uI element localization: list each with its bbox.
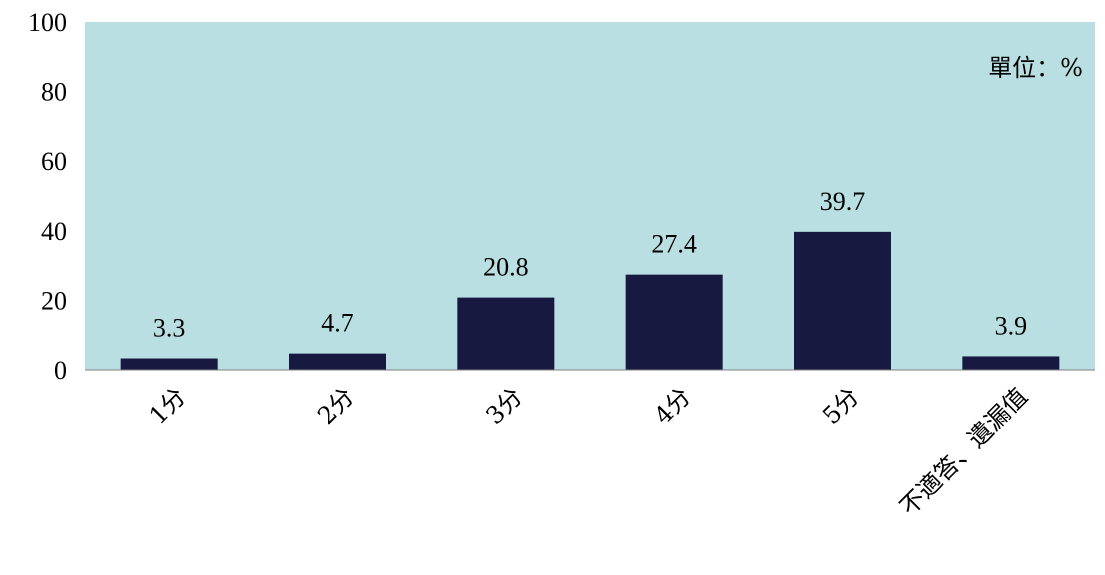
category-label: 3分	[481, 382, 529, 430]
bars	[120, 231, 1060, 370]
bar-value-label: 3.9	[995, 311, 1028, 340]
unit-note: 單位：%	[988, 54, 1083, 82]
category-label: 不適答、遺漏值	[894, 382, 1033, 521]
bar-value-label: 3.3	[153, 314, 186, 343]
bar	[120, 358, 218, 370]
bar	[962, 356, 1060, 370]
bar-value-label: 20.8	[483, 253, 529, 282]
y-tick-label: 80	[41, 78, 67, 107]
bar-value-label: 4.7	[321, 309, 354, 338]
bar	[457, 297, 555, 370]
y-tick-label: 60	[41, 147, 67, 176]
bar	[289, 353, 386, 370]
category-labels: 1分 2分 3分 4分 5分 不適答、遺漏值	[144, 382, 1033, 521]
bar	[794, 231, 891, 370]
data-labels: 3.3 4.7 20.8 27.4 39.7 3.9	[153, 187, 1027, 343]
bar	[625, 274, 723, 370]
category-label: 1分	[144, 382, 192, 430]
y-tick-label: 40	[41, 217, 67, 246]
y-tick-label: 100	[28, 8, 67, 37]
bar-value-label: 39.7	[820, 187, 866, 216]
plot-area-background	[85, 22, 1095, 370]
category-label: 4分	[649, 382, 697, 430]
y-tick-label: 20	[41, 286, 67, 315]
y-axis-ticks: 0 20 40 60 80 100	[28, 8, 67, 385]
bar-value-label: 27.4	[651, 230, 697, 259]
category-label: 5分	[817, 382, 865, 430]
category-label: 2分	[312, 382, 360, 430]
y-tick-label: 0	[54, 356, 67, 385]
